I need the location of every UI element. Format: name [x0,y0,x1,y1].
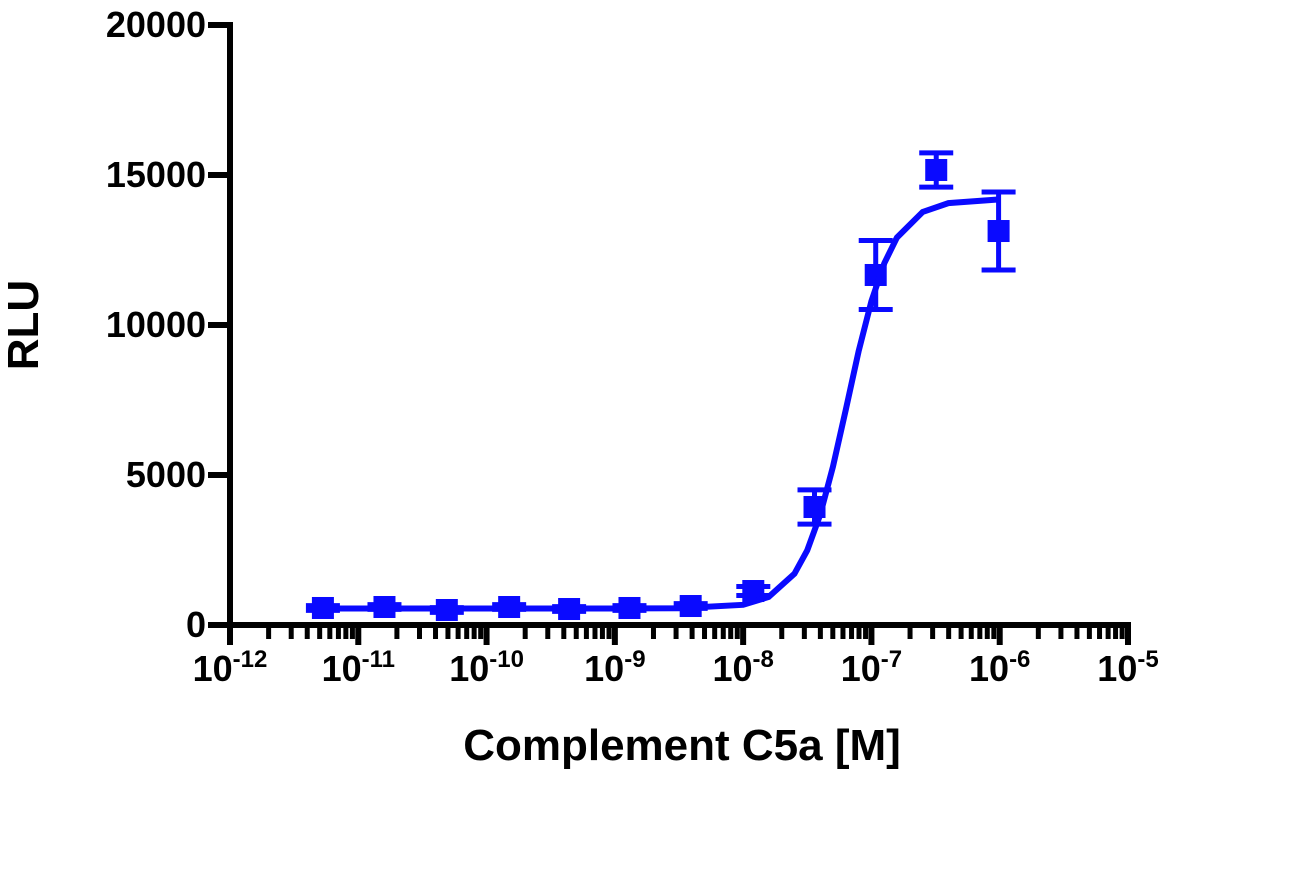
y-axis-label: RLU [0,280,48,370]
y-tick-label: 10000 [106,304,206,345]
point [742,580,765,603]
x-tick-base: 10 [584,648,624,689]
x-tick-base: 10 [1097,648,1137,689]
y-tick-label: 5000 [126,454,206,495]
y-tick-label: 0 [186,604,206,645]
x-tick-exponent: -11 [362,646,395,673]
x-tick-base: 10 [449,648,489,689]
x-tick-base: 10 [841,648,881,689]
fit-curve [322,196,1000,612]
x-tick-base: 10 [969,648,1009,689]
x-tick-base: 10 [712,648,752,689]
x-axis-label: Complement C5a [M] [463,721,901,770]
x-tick-base: 10 [322,648,362,689]
x-tick-exponent: -7 [881,646,902,673]
x-tick-exponent: -6 [1009,646,1030,673]
x-tick-exponent: -5 [1137,646,1158,673]
x-tick-exponent: -8 [752,646,773,673]
x-tick-base: 10 [193,648,233,689]
y-tick-label: 20000 [106,4,206,45]
x-tick-label: 10-10 [449,646,524,689]
x-tick-label: 10-6 [969,646,1030,689]
x-tick-label: 10-11 [322,646,395,689]
point [925,158,948,181]
x-tick-exponent: -9 [624,646,645,673]
y-tick-label: 15000 [106,154,206,195]
x-tick-exponent: -10 [489,646,524,673]
point [987,220,1010,243]
x-tick-label: 10-9 [584,646,645,689]
x-tick-label: 10-7 [841,646,902,689]
x-tick-label: 10-5 [1097,646,1158,689]
x-tick-label: 10-8 [712,646,773,689]
x-tick-label: 10-12 [193,646,268,689]
x-tick-exponent: -12 [233,646,268,673]
